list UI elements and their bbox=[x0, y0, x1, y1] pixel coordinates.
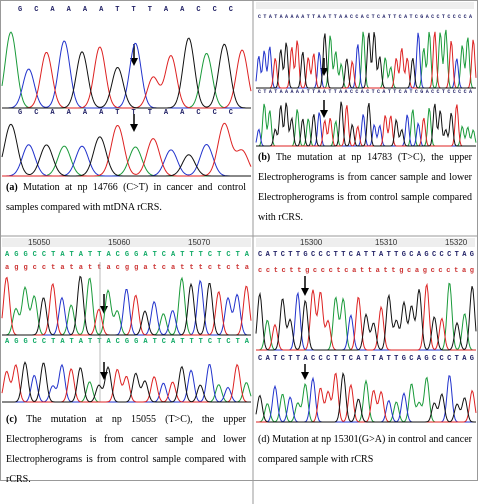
base-sequence: G C A A A A T T T A A C C C bbox=[18, 6, 233, 14]
caption-label: (a) bbox=[6, 182, 18, 193]
trace bbox=[2, 122, 252, 177]
trace bbox=[2, 37, 251, 109]
position-label: 15050 bbox=[28, 238, 51, 247]
trace bbox=[255, 371, 476, 423]
position-label: 15310 bbox=[375, 238, 398, 247]
trace bbox=[256, 101, 476, 147]
position-label: 15070 bbox=[188, 238, 211, 247]
base-sequence: AGGCCTATATTACGGATCATTTCTCTA bbox=[5, 251, 250, 259]
trace bbox=[255, 286, 477, 351]
caption-text: Mutation at np 15301(G>A) in control and… bbox=[258, 434, 472, 465]
trace bbox=[2, 363, 251, 403]
ruler bbox=[2, 238, 251, 247]
trace bbox=[2, 275, 251, 336]
caption-label: (d) bbox=[258, 434, 270, 445]
trace bbox=[1, 123, 251, 177]
base-sequence: G C A A A A T T T A A C C C bbox=[18, 109, 233, 117]
trace bbox=[2, 361, 251, 403]
caption: (b) The mutation at np 14783 (T>C), the … bbox=[258, 148, 472, 228]
caption-text: The mutation at np 14783 (T>C), the uppe… bbox=[258, 152, 472, 223]
caption: (a) Mutation at np 14766 (C>T) in cancer… bbox=[6, 178, 246, 218]
caption-label: (b) bbox=[258, 152, 271, 163]
trace bbox=[256, 31, 477, 89]
base-sequence: CATCTTGCCCTTCATTATTGCAGCCCTAG bbox=[258, 251, 474, 259]
trace bbox=[256, 104, 476, 147]
base-sequence: CTATAAAAATTAATTAACCACTCATTCATCGACCTCCCCA bbox=[258, 89, 472, 95]
base-sequence: AGGCCTATATTACGGATCATTTCTCTA bbox=[5, 338, 250, 346]
position-label: 15320 bbox=[445, 238, 468, 247]
ruler bbox=[256, 238, 475, 247]
trace bbox=[256, 282, 476, 351]
caption: (c) The mutation at np 15055 (T>C), the … bbox=[6, 410, 246, 490]
base-sequence: CTATAAAAATTAATTAACCACTCATTCATCGACCTCCCCA bbox=[258, 14, 472, 20]
trace bbox=[256, 282, 476, 351]
caption-text: The mutation at np 15055 (T>C), the uppe… bbox=[6, 414, 246, 485]
caption-label: (c) bbox=[6, 414, 18, 425]
caption: (d) Mutation at np 15301(G>A) in control… bbox=[258, 430, 472, 470]
trace bbox=[2, 46, 252, 109]
base-sequence: aggcctatattacggatcatttctcta bbox=[5, 264, 250, 272]
position-label: 15300 bbox=[300, 238, 323, 247]
base-sequence: cctcttgccctcattattgcagccctag bbox=[258, 267, 474, 275]
arrows bbox=[100, 44, 328, 380]
position-label: 15060 bbox=[108, 238, 131, 247]
base-sequence: CATCTTACCCTTCATTATTGCAGCCCTAG bbox=[258, 355, 474, 363]
ruler bbox=[256, 2, 474, 9]
trace bbox=[256, 32, 476, 89]
caption-text: Mutation at np 14766 (C>T) in cancer and… bbox=[6, 182, 247, 213]
